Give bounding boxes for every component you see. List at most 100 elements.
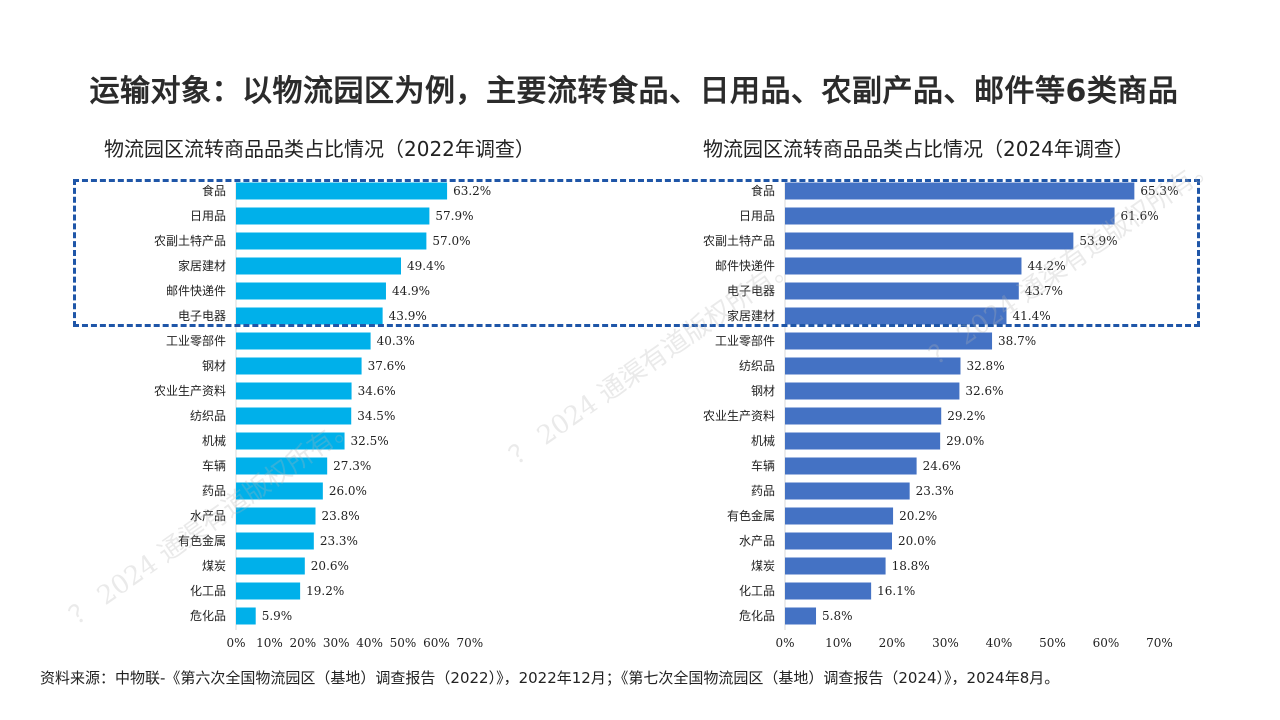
bar — [236, 582, 301, 600]
category-label: 化工品 — [739, 584, 775, 598]
value-label: 34.5% — [357, 409, 395, 423]
category-label: 农业生产资料 — [154, 384, 226, 398]
category-label: 钢材 — [751, 384, 775, 398]
category-label: 邮件快递件 — [715, 259, 775, 273]
x-tick-label: 40% — [356, 636, 383, 650]
bar — [785, 582, 872, 600]
value-label: 49.4% — [407, 259, 445, 273]
value-label: 32.8% — [966, 359, 1004, 373]
bar — [236, 532, 314, 550]
chart-title-2024: 物流园区流转商品品类占比情况（2024年调查） — [703, 137, 1134, 161]
value-label: 23.3% — [916, 484, 954, 498]
category-label: 危化品 — [190, 609, 226, 623]
category-label: 农副土特产品 — [703, 233, 775, 248]
bar — [785, 382, 960, 400]
bar — [236, 482, 323, 500]
bar — [785, 457, 917, 475]
value-label: 27.3% — [333, 459, 371, 473]
value-label: 19.2% — [306, 584, 344, 598]
category-label: 纺织品 — [739, 359, 775, 373]
bar — [236, 457, 328, 475]
bar — [785, 282, 1019, 300]
bar — [785, 357, 961, 375]
value-label: 57.9% — [435, 209, 473, 223]
value-label: 20.6% — [311, 559, 349, 573]
x-tick-label: 50% — [1039, 636, 1066, 650]
bar — [236, 307, 383, 325]
top6-highlight-box — [73, 179, 1200, 327]
value-label: 40.3% — [377, 334, 415, 348]
category-label: 日用品 — [190, 209, 226, 223]
category-label: 家居建材 — [727, 308, 775, 323]
bar-chart-2022: 食品 63.2% 日用品 57.9% 农副土特产品 57.0% 家居建材 49.4% 邮件快递件… — [154, 180, 491, 650]
bar — [236, 357, 362, 375]
value-label: 63.2% — [453, 184, 491, 198]
value-label: 37.6% — [368, 359, 406, 373]
bar — [236, 232, 427, 250]
category-label: 药品 — [751, 484, 775, 498]
category-label: 电子电器 — [178, 309, 226, 323]
category-label: 药品 — [202, 484, 226, 498]
source-note: 资料来源：中物联-《第六次全国物流园区（基地）调查报告（2022）》，2022年… — [40, 669, 1060, 687]
x-tick-label: 20% — [879, 636, 906, 650]
x-tick-label: 70% — [456, 636, 483, 650]
category-label: 机械 — [202, 433, 226, 448]
bar — [236, 407, 352, 425]
bar — [236, 282, 386, 300]
value-label: 18.8% — [892, 559, 930, 573]
bar — [785, 307, 1007, 325]
category-label: 有色金属 — [178, 533, 226, 548]
x-tick-label: 0% — [226, 636, 245, 650]
x-tick-label: 30% — [323, 636, 350, 650]
bar — [785, 407, 942, 425]
category-label: 车辆 — [751, 458, 775, 473]
value-label: 57.0% — [432, 234, 470, 248]
bar — [236, 432, 345, 450]
bar — [236, 207, 430, 225]
value-label: 5.8% — [822, 609, 853, 623]
category-label: 机械 — [751, 433, 775, 448]
x-tick-label: 30% — [932, 636, 959, 650]
category-label: 钢材 — [202, 359, 226, 373]
chart-title-2022: 物流园区流转商品品类占比情况（2022年调查） — [104, 137, 535, 161]
bar — [785, 232, 1074, 250]
category-label: 化工品 — [190, 584, 226, 598]
value-label: 44.2% — [1027, 259, 1065, 273]
category-label: 纺织品 — [190, 409, 226, 423]
bar — [236, 557, 305, 575]
value-label: 53.9% — [1079, 234, 1117, 248]
category-label: 电子电器 — [727, 284, 775, 298]
bar — [785, 182, 1135, 200]
bar — [785, 432, 941, 450]
bar — [236, 257, 401, 275]
x-tick-label: 10% — [256, 636, 283, 650]
bar — [785, 532, 892, 550]
value-label: 61.6% — [1121, 209, 1159, 223]
value-label: 43.9% — [389, 309, 427, 323]
value-label: 38.7% — [998, 334, 1036, 348]
category-label: 工业零部件 — [715, 333, 775, 348]
bar — [785, 557, 886, 575]
x-tick-label: 50% — [390, 636, 417, 650]
bar — [785, 257, 1022, 275]
category-label: 危化品 — [739, 609, 775, 623]
value-label: 34.6% — [358, 384, 396, 398]
x-tick-label: 60% — [423, 636, 450, 650]
category-label: 农副土特产品 — [154, 233, 226, 248]
value-label: 32.6% — [965, 384, 1003, 398]
bar — [236, 182, 448, 200]
value-label: 41.4% — [1012, 309, 1050, 323]
category-label: 食品 — [202, 183, 226, 198]
value-label: 44.9% — [392, 284, 430, 298]
value-label: 29.0% — [946, 434, 984, 448]
x-tick-label: 70% — [1146, 636, 1173, 650]
value-label: 26.0% — [329, 484, 367, 498]
x-tick-label: 10% — [825, 636, 852, 650]
value-label: 23.3% — [320, 534, 358, 548]
x-tick-label: 40% — [986, 636, 1013, 650]
value-label: 65.3% — [1140, 184, 1178, 198]
category-label: 食品 — [751, 183, 775, 198]
bar-chart-2024: 食品 65.3% 日用品 61.6% 农副土特产品 53.9% 邮件快递件 44.2% 电子电器… — [703, 180, 1178, 650]
value-label: 43.7% — [1025, 284, 1063, 298]
category-label: 邮件快递件 — [166, 284, 226, 298]
